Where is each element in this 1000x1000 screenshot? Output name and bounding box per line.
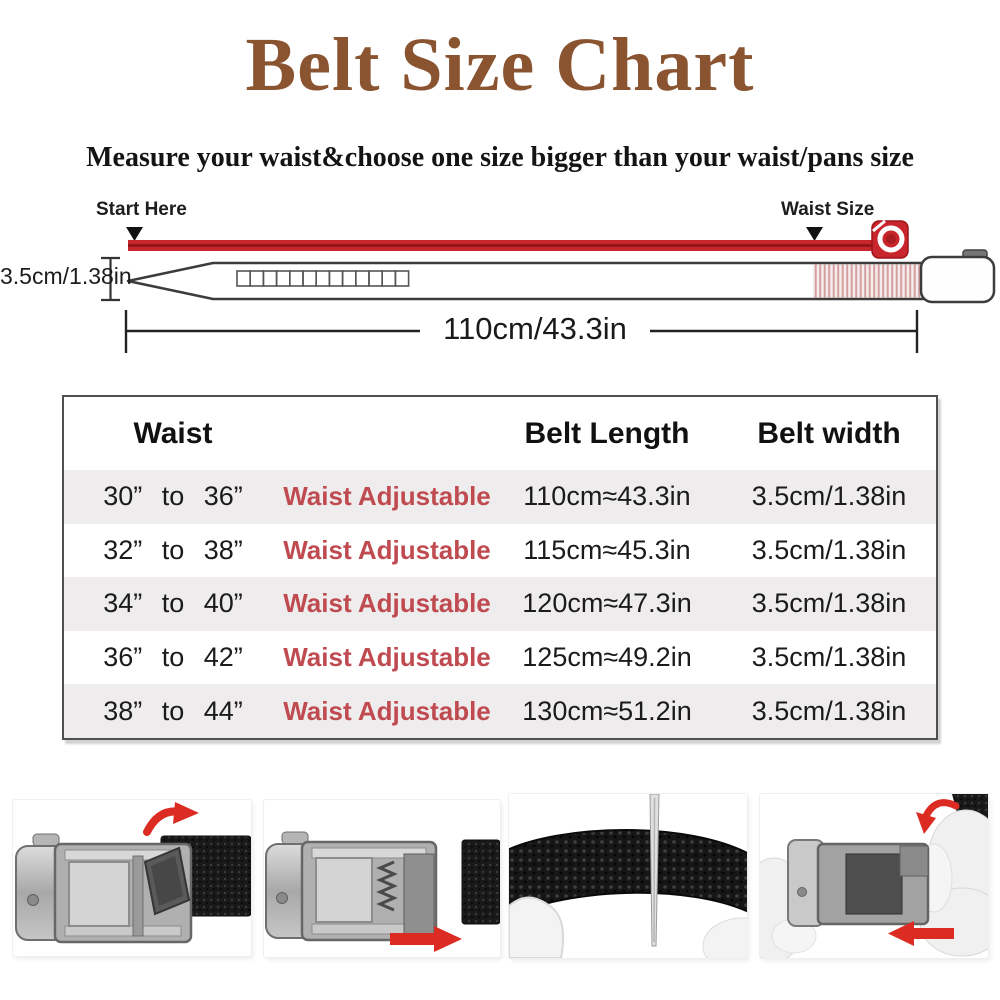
waist-range: 38” to 44”: [103, 695, 243, 726]
reattach-buckle-graphic: [760, 794, 988, 958]
table-row: 34” to 40” Waist Adjustable 120cm≈47.3in…: [64, 577, 936, 631]
belt-width-value: 3.5cm/1.38in: [751, 588, 907, 619]
leather-strap: [509, 829, 747, 919]
left-arrow-icon: [888, 921, 954, 946]
strap-release-photo: [264, 800, 500, 957]
detached-strap: [461, 839, 500, 925]
length-dimension-line: [124, 310, 919, 353]
ratchet-buckle: [265, 831, 438, 942]
buckle-lever-open-photo: [13, 800, 251, 956]
start-down-arrow-icon: [126, 227, 143, 241]
table-row: 30” to 36” Waist Adjustable 110cm≈43.3in…: [64, 470, 936, 524]
col-header-belt-width: Belt width: [757, 416, 901, 450]
waist-range: 30” to 36”: [103, 481, 243, 512]
belt-width-value: 3.5cm/1.38in: [751, 534, 907, 565]
belt-length-value: 115cm≈45.3in: [523, 534, 691, 565]
belt-width-value: 3.5cm/1.38in: [751, 642, 907, 673]
subtitle: Measure your waist&choose one size bigge…: [86, 142, 914, 173]
measuring-tape-line: [128, 240, 880, 251]
waist-range: 34” to 40”: [103, 588, 243, 619]
table-header-row: Waist Belt Length Belt width: [64, 397, 936, 470]
waist-range: 36” to 42”: [103, 642, 243, 673]
cut-strap-graphic: [509, 794, 747, 958]
waist-range: 32” to 38”: [103, 534, 243, 565]
belt-length-value: 110cm≈43.3in: [523, 481, 691, 512]
waist-down-arrow-icon: [806, 227, 823, 241]
curved-arrow-icon: [143, 802, 199, 836]
belt-measure-diagram: Start Here Waist Size 3.5cm/1.38in 110cm…: [0, 195, 1000, 380]
right-arrow-icon: [390, 926, 462, 952]
table-row: 32” to 38” Waist Adjustable 115cm≈45.3in…: [64, 524, 936, 578]
col-header-belt-length: Belt Length: [524, 416, 690, 450]
scissors-blade: [649, 794, 660, 947]
adjustable-note: Waist Adjustable: [283, 481, 491, 512]
page-title: Belt Size Chart: [245, 23, 755, 107]
cut-strap-photo: [509, 794, 747, 958]
adjustable-note: Waist Adjustable: [283, 588, 491, 619]
ratchet-track: [236, 270, 410, 287]
reattach-buckle-photo: [760, 794, 988, 958]
gloved-hand: [702, 917, 747, 958]
adjustable-note: Waist Adjustable: [283, 642, 491, 673]
belt-illustration: [126, 249, 996, 304]
strap-release-graphic: [265, 831, 500, 952]
size-table: Waist Belt Length Belt width 30” to 36” …: [62, 395, 938, 740]
buckle-outline: [919, 255, 996, 304]
buckle-lever-open-graphic: [15, 802, 251, 944]
ratchet-teeth: [376, 860, 398, 912]
belt-length-value: 130cm≈51.2in: [522, 695, 692, 726]
table-row: 36” to 42” Waist Adjustable 125cm≈49.2in…: [64, 631, 936, 685]
tape-measure-icon: [871, 219, 909, 259]
gloved-hand: [509, 896, 565, 958]
ratchet-buckle: [15, 833, 193, 944]
belt-length-label: 110cm/43.3in: [443, 311, 627, 346]
adjustable-note: Waist Adjustable: [283, 534, 491, 565]
belt-width-value: 3.5cm/1.38in: [751, 695, 907, 726]
ratchet-buckle: [787, 839, 930, 927]
belt-width-label: 3.5cm/1.38in: [0, 263, 132, 289]
start-here-label: Start Here: [96, 199, 187, 220]
belt-width-value: 3.5cm/1.38in: [751, 481, 907, 512]
col-header-waist: Waist: [133, 416, 213, 450]
belt-diagram-graphic: [101, 219, 996, 353]
belt-length-value: 120cm≈47.3in: [522, 588, 692, 619]
adjustable-note: Waist Adjustable: [283, 695, 491, 726]
waist-size-label: Waist Size: [781, 199, 875, 220]
width-dimension-bracket: [101, 256, 120, 302]
stitched-zone: [813, 264, 921, 298]
belt-length-value: 125cm≈49.2in: [522, 642, 692, 673]
table-row: 38” to 44” Waist Adjustable 130cm≈51.2in…: [64, 684, 936, 738]
curved-arrow-icon: [916, 799, 960, 834]
